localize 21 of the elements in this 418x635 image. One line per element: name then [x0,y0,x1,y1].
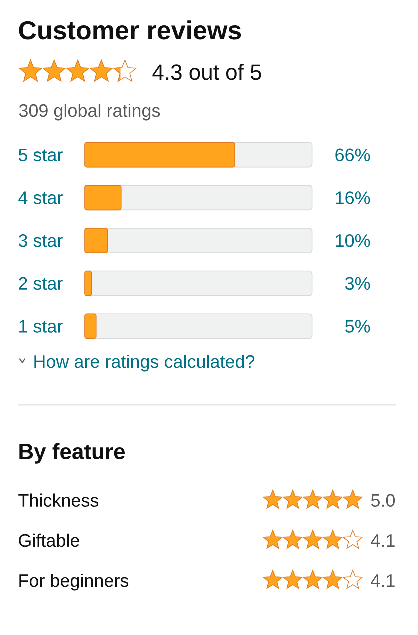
category-label: Thickness [18,494,99,508]
y-tick-label: 4 star [18,192,63,204]
data-label: 3% [345,277,370,290]
data-label: 66% [336,148,370,162]
y-tick-label: 1 star [20,320,63,333]
text: By feature [20,443,125,464]
y-tick-label: 3 star [18,234,63,248]
category-label: For beginners [20,574,129,591]
y-tick-label: 5 star [18,148,63,162]
data-label: 4.3 out of 5 [152,64,262,80]
text: 309 global ratings [19,104,160,121]
data-label: 5% [346,320,370,333]
data-label: 5.0 [371,494,396,508]
category-label: Giftable [19,534,80,548]
data-label: 10% [336,234,370,248]
text: How are ratings calculated? [34,354,255,372]
data-label: 4.1 [371,534,395,547]
data-label: 4.1 [371,574,395,588]
y-tick-label: 2 star [19,277,63,290]
text: Customer reviews [19,20,242,40]
data-label: 16% [336,192,370,204]
